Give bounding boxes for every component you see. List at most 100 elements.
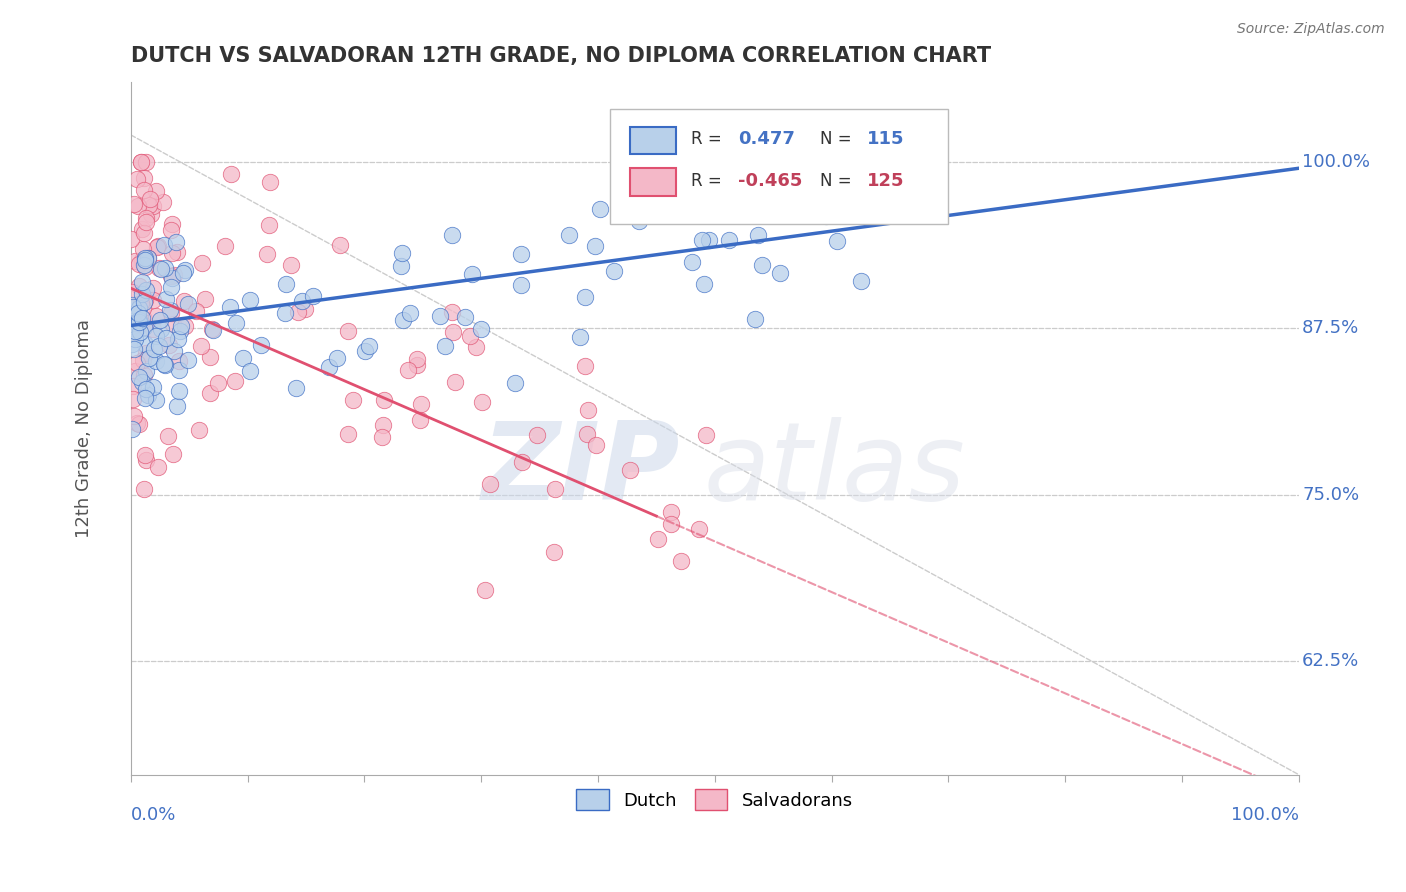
Point (342, 393, 364, 408)
Point (134, 293, 156, 308)
Point (124, 254, 146, 268)
Point (135, 215, 157, 229)
Point (152, 194, 174, 209)
Point (790, 198, 813, 212)
Point (588, 202, 610, 217)
Point (509, 246, 531, 260)
Point (131, 295, 153, 310)
Point (471, 394, 494, 409)
Point (173, 319, 195, 334)
Point (744, 312, 766, 326)
Point (145, 309, 167, 323)
Point (239, 364, 262, 378)
Point (166, 399, 188, 413)
Point (127, 309, 149, 323)
Point (681, 254, 703, 268)
Point (249, 338, 271, 352)
Point (558, 227, 581, 242)
Point (122, 301, 145, 315)
Point (129, 154, 152, 169)
Point (121, 314, 143, 328)
Point (187, 423, 209, 437)
Point (125, 417, 148, 431)
Point (190, 256, 212, 270)
Point (138, 251, 160, 265)
Text: 12th Grade, No Diploma: 12th Grade, No Diploma (75, 318, 93, 538)
Point (131, 276, 153, 290)
Point (134, 448, 156, 462)
Point (429, 309, 451, 323)
Point (329, 238, 352, 252)
Point (127, 312, 149, 326)
Point (647, 533, 669, 547)
Point (132, 311, 155, 326)
Point (814, 209, 837, 223)
Point (585, 438, 607, 452)
Point (411, 397, 433, 411)
Point (128, 417, 150, 431)
Point (232, 351, 254, 365)
Point (169, 384, 191, 398)
Point (159, 280, 181, 294)
Point (207, 376, 229, 391)
Point (150, 261, 173, 276)
Point (120, 232, 142, 246)
Point (135, 211, 157, 225)
Point (441, 326, 464, 340)
Point (153, 260, 176, 275)
Point (135, 283, 157, 297)
Point (302, 289, 325, 303)
Point (142, 199, 165, 213)
Text: 0.0%: 0.0% (131, 805, 176, 823)
Point (124, 364, 146, 378)
Point (127, 172, 149, 186)
Point (134, 183, 156, 197)
Point (131, 375, 153, 389)
Text: 100.0%: 100.0% (1230, 805, 1299, 823)
Point (134, 336, 156, 351)
Point (136, 387, 159, 401)
Point (873, 141, 896, 155)
Point (659, 517, 682, 532)
Text: N =: N = (820, 130, 856, 148)
Point (135, 345, 157, 359)
Point (153, 358, 176, 372)
Point (142, 379, 165, 393)
Point (127, 199, 149, 213)
Point (134, 171, 156, 186)
Point (125, 356, 148, 370)
Point (134, 259, 156, 273)
Point (373, 392, 395, 407)
Point (690, 233, 713, 247)
Text: Source: ZipAtlas.com: Source: ZipAtlas.com (1237, 22, 1385, 37)
Point (186, 303, 208, 318)
Point (201, 323, 224, 337)
Point (170, 319, 193, 334)
Point (131, 222, 153, 236)
Point (160, 269, 183, 284)
Point (135, 452, 157, 467)
Point (145, 392, 167, 407)
Point (406, 351, 429, 366)
Point (337, 324, 360, 338)
Point (124, 409, 146, 423)
Point (408, 413, 430, 427)
Point (177, 296, 200, 310)
Point (359, 339, 381, 353)
Point (135, 364, 157, 378)
Point (389, 259, 412, 273)
Point (121, 392, 143, 406)
Point (146, 460, 169, 475)
Point (134, 226, 156, 240)
Point (194, 292, 217, 306)
Point (287, 304, 309, 318)
Point (224, 375, 246, 389)
Text: DUTCH VS SALVADORAN 12TH GRADE, NO DIPLOMA CORRELATION CHART: DUTCH VS SALVADORAN 12TH GRADE, NO DIPLO… (131, 46, 991, 66)
Point (291, 294, 314, 309)
Text: -0.465: -0.465 (738, 172, 803, 190)
Point (337, 427, 360, 442)
Point (239, 293, 262, 307)
Point (128, 313, 150, 327)
Point (145, 354, 167, 368)
Point (470, 321, 492, 335)
